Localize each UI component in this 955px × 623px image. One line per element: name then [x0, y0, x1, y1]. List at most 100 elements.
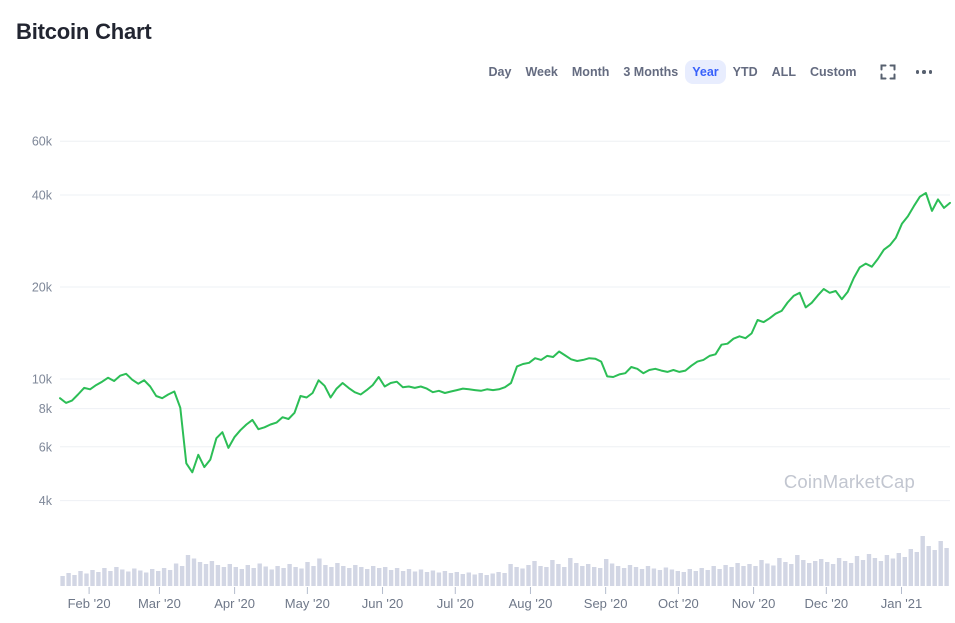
volume-bar: [574, 563, 579, 586]
volume-bar: [484, 575, 489, 586]
x-axis-label: Apr '20: [214, 596, 255, 611]
more-options-icon[interactable]: [915, 70, 932, 74]
volume-bar: [179, 566, 185, 586]
volume-bar: [197, 562, 203, 586]
x-axis-label: Nov '20: [732, 596, 776, 611]
volume-bar: [245, 565, 250, 586]
x-axis-label: Sep '20: [584, 596, 628, 611]
volume-bar: [735, 563, 740, 586]
volume-bar: [830, 564, 836, 586]
volume-bar: [478, 573, 483, 586]
volume-bar: [412, 571, 418, 586]
volume-bar: [233, 567, 238, 586]
volume-bar: [329, 567, 334, 586]
range-button-custom[interactable]: Custom: [809, 65, 857, 79]
volume-bar: [144, 572, 149, 586]
volume-bar: [221, 567, 227, 586]
volume-bar: [568, 558, 573, 586]
volume-bar: [108, 571, 113, 586]
y-axis-label: 6k: [39, 440, 53, 454]
volume-bar: [562, 567, 567, 586]
x-axis-label: Dec '20: [804, 596, 848, 611]
volume-bar: [592, 567, 597, 586]
fullscreen-icon[interactable]: [880, 64, 896, 80]
volume-bar: [813, 561, 818, 586]
volume-bar: [860, 560, 866, 586]
y-axis-label: 10k: [32, 373, 53, 387]
volume-bar: [335, 563, 340, 586]
volume-bar: [759, 560, 764, 586]
volume-bar: [753, 566, 758, 586]
volume-bar: [299, 568, 304, 586]
volume-bar: [84, 573, 89, 586]
y-axis-label: 40k: [32, 189, 53, 203]
volume-bar: [365, 569, 370, 586]
volume-bar: [878, 561, 884, 586]
volume-bar: [281, 568, 286, 586]
volume-bar: [502, 573, 507, 586]
volume-bar: [442, 571, 448, 586]
x-axis-label: Feb '20: [68, 596, 111, 611]
volume-bar: [538, 566, 543, 586]
volume-bar: [120, 569, 125, 586]
range-button-3months[interactable]: 3 Months: [623, 65, 679, 79]
volume-bar: [896, 553, 901, 586]
volume-bar: [848, 563, 854, 586]
volume-bar: [580, 566, 585, 586]
volume-bar: [932, 550, 937, 586]
volume-bar: [675, 571, 680, 586]
volume-bar: [126, 571, 131, 586]
range-button-week[interactable]: Week: [525, 65, 558, 79]
volume-bar: [884, 555, 890, 586]
volume-bar: [514, 567, 519, 586]
volume-bar: [825, 562, 830, 586]
volume-bar: [902, 557, 907, 586]
volume-bar: [203, 564, 209, 586]
volume-bar: [663, 567, 669, 586]
volume-bar: [60, 576, 65, 586]
volume-bar: [741, 566, 746, 586]
range-button-day[interactable]: Day: [488, 65, 512, 79]
range-button-all[interactable]: ALL: [771, 65, 796, 79]
volume-bar: [669, 569, 675, 586]
volume-bar: [914, 552, 919, 586]
volume-bar: [377, 568, 382, 586]
volume-bar: [544, 567, 549, 586]
volume-bar: [633, 567, 639, 586]
volume-bar: [890, 558, 896, 586]
x-axis-label: May '20: [285, 596, 330, 611]
y-axis-label: 8k: [39, 402, 53, 416]
volume-bar: [66, 573, 71, 586]
volume-bar: [717, 569, 722, 586]
page-title: Bitcoin Chart: [16, 18, 152, 44]
volume-bar: [657, 570, 663, 586]
x-axis-label: Jul '20: [437, 596, 474, 611]
volume-bar: [866, 554, 872, 586]
volume-bar: [687, 569, 692, 586]
volume-bar: [132, 568, 137, 586]
volume-bar: [699, 568, 704, 586]
volume-bar: [215, 565, 221, 586]
watermark: CoinMarketCap: [783, 471, 915, 492]
volume-bar: [418, 569, 424, 586]
range-button-year[interactable]: Year: [685, 60, 726, 84]
volume-bar: [454, 572, 459, 586]
range-button-ytd[interactable]: YTD: [732, 65, 758, 79]
range-button-month[interactable]: Month: [571, 65, 610, 79]
volume-bar: [795, 555, 800, 586]
y-axis-label: 60k: [32, 135, 53, 149]
volume-bar: [621, 568, 627, 586]
volume-bar: [807, 563, 812, 586]
volume-bar: [150, 569, 155, 586]
volume-bar: [615, 566, 621, 586]
volume-bar: [532, 561, 537, 586]
volume-bar: [167, 570, 173, 586]
volume-bar: [400, 571, 406, 586]
volume-bar: [556, 564, 561, 586]
volume-bar: [729, 567, 734, 586]
volume-bar: [639, 569, 645, 586]
volume-bar: [78, 571, 83, 586]
volume-bar: [90, 570, 95, 586]
volume-bar: [317, 558, 322, 586]
